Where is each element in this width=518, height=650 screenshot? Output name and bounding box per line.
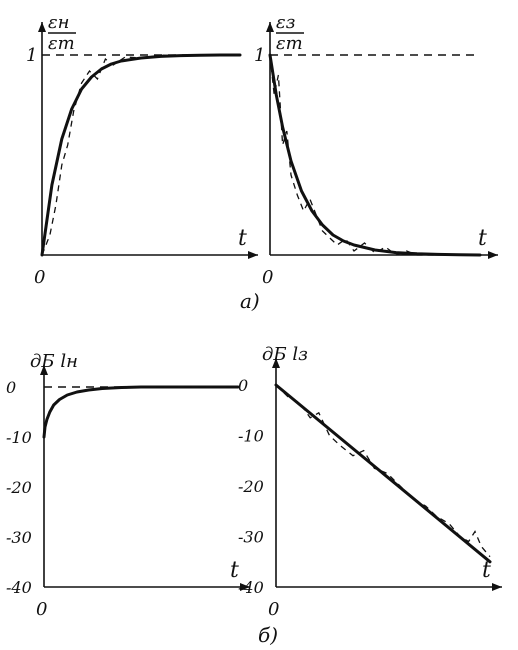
y-tick-label: -20 <box>6 478 32 497</box>
panel-label-b: б) <box>258 623 278 647</box>
series-1-solid <box>40 53 242 257</box>
y-tick-label: -20 <box>238 477 264 496</box>
x-axis-arrow <box>488 251 498 259</box>
y-tick-label: -10 <box>238 427 264 446</box>
chart-4: t 0 дБ lз 0 -10 -20 -30 -40 <box>238 344 502 620</box>
y-tick-label: 0 <box>238 376 248 395</box>
y-tick-label: 1 <box>254 45 265 66</box>
y-tick-label: 1 <box>26 45 37 66</box>
y-label-denominator: εт <box>276 33 303 54</box>
origin-label: 0 <box>262 267 273 288</box>
y-label-numerator: εн <box>48 12 70 33</box>
y-axis-label: дБ lн <box>30 351 78 372</box>
y-axis-label: дБ lз <box>262 344 308 365</box>
origin-label: 0 <box>36 599 47 620</box>
origin-label: 0 <box>34 267 45 288</box>
y-tick-label: -40 <box>6 578 32 597</box>
y-label-denominator: εт <box>48 33 75 54</box>
origin-label: 0 <box>268 599 279 620</box>
y-axis-arrow <box>40 365 48 375</box>
y-axis-arrow <box>38 22 46 32</box>
y-tick-label: -30 <box>238 528 264 547</box>
series-2-dashed <box>41 54 240 256</box>
x-axis-arrow <box>240 583 250 591</box>
panel-label-a: а) <box>240 289 260 313</box>
y-axis-arrow <box>266 22 274 32</box>
series-1-solid <box>42 385 240 439</box>
x-axis-arrow <box>492 583 502 591</box>
y-axis-arrow <box>272 358 280 368</box>
series-2-dashed <box>269 54 438 256</box>
y-label-numerator: εз <box>276 12 295 33</box>
x-axis-label: t <box>238 226 247 251</box>
y-tick-label: -40 <box>238 578 264 597</box>
y-tick-label: -10 <box>6 428 32 447</box>
series-1-solid <box>274 383 492 564</box>
x-axis-label: t <box>478 226 487 251</box>
chart-3: t 0 дБ lн 0 -10 -20 -30 -40 <box>6 351 250 620</box>
x-axis-arrow <box>248 251 258 259</box>
y-tick-label: 0 <box>6 378 16 397</box>
x-axis-label: t <box>230 558 239 583</box>
series-1-solid <box>268 53 482 257</box>
y-tick-label: -30 <box>6 528 32 547</box>
series-2-dashed <box>275 384 491 558</box>
x-axis-label: t <box>482 558 491 583</box>
